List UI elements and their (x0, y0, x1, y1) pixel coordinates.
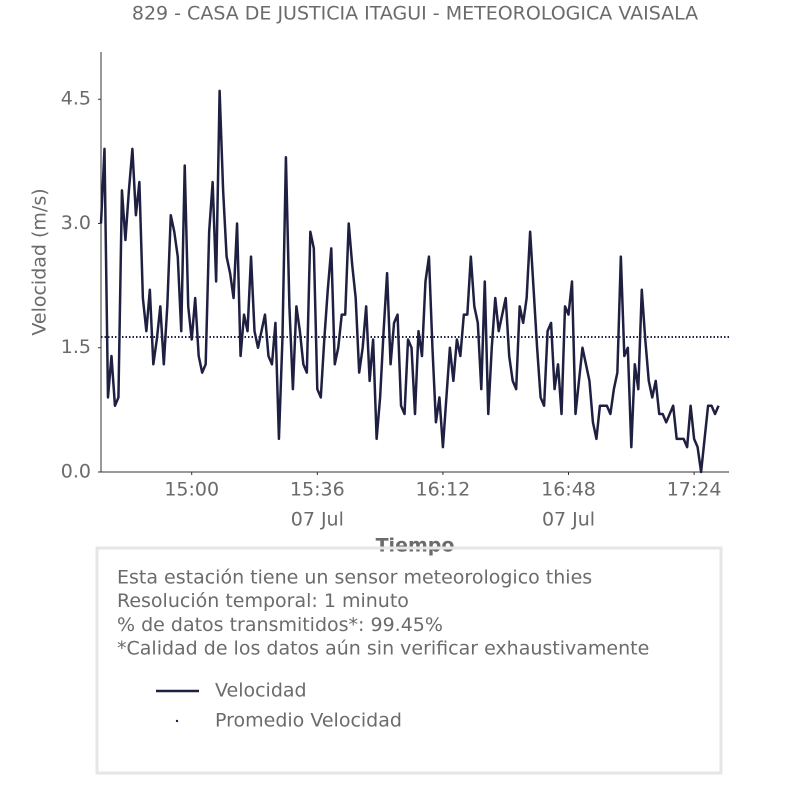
speed-line (99, 89, 720, 474)
x-tick-date: 07 Jul (291, 509, 344, 531)
x-tick-date: 07 Jul (542, 509, 595, 531)
info-note: Esta estación tiene un sensor meteorolog… (117, 567, 592, 589)
y-tick-label: 1.5 (61, 336, 91, 358)
x-tick-label: 16:48 (541, 479, 596, 501)
x-axis-label: Tiempo (376, 535, 455, 557)
info-note: Resolución temporal: 1 minuto (117, 590, 409, 612)
info-box (95, 546, 723, 775)
x-tick-label: 15:36 (290, 479, 345, 501)
y-axis-label: Velocidad (m/s) (29, 188, 51, 335)
chart-title: 829 - CASA DE JUSTICIA ITAGUI - METEOROL… (132, 3, 698, 25)
info-note: *Calidad de los datos aún sin verificar … (117, 638, 649, 660)
x-tick-label: 15:00 (164, 479, 219, 501)
legend-label: Promedio Velocidad (215, 710, 402, 732)
x-tick-label: 16:12 (416, 479, 471, 501)
x-tick-label: 17:24 (667, 479, 722, 501)
legend-swatch (175, 719, 179, 723)
y-tick-label: 3.0 (61, 212, 91, 234)
y-tick-label: 4.5 (61, 88, 91, 110)
info-note: % de datos transmitidos*: 99.45% (117, 614, 443, 636)
y-tick-label: 0.0 (61, 461, 91, 483)
legend-label: Velocidad (215, 680, 307, 702)
